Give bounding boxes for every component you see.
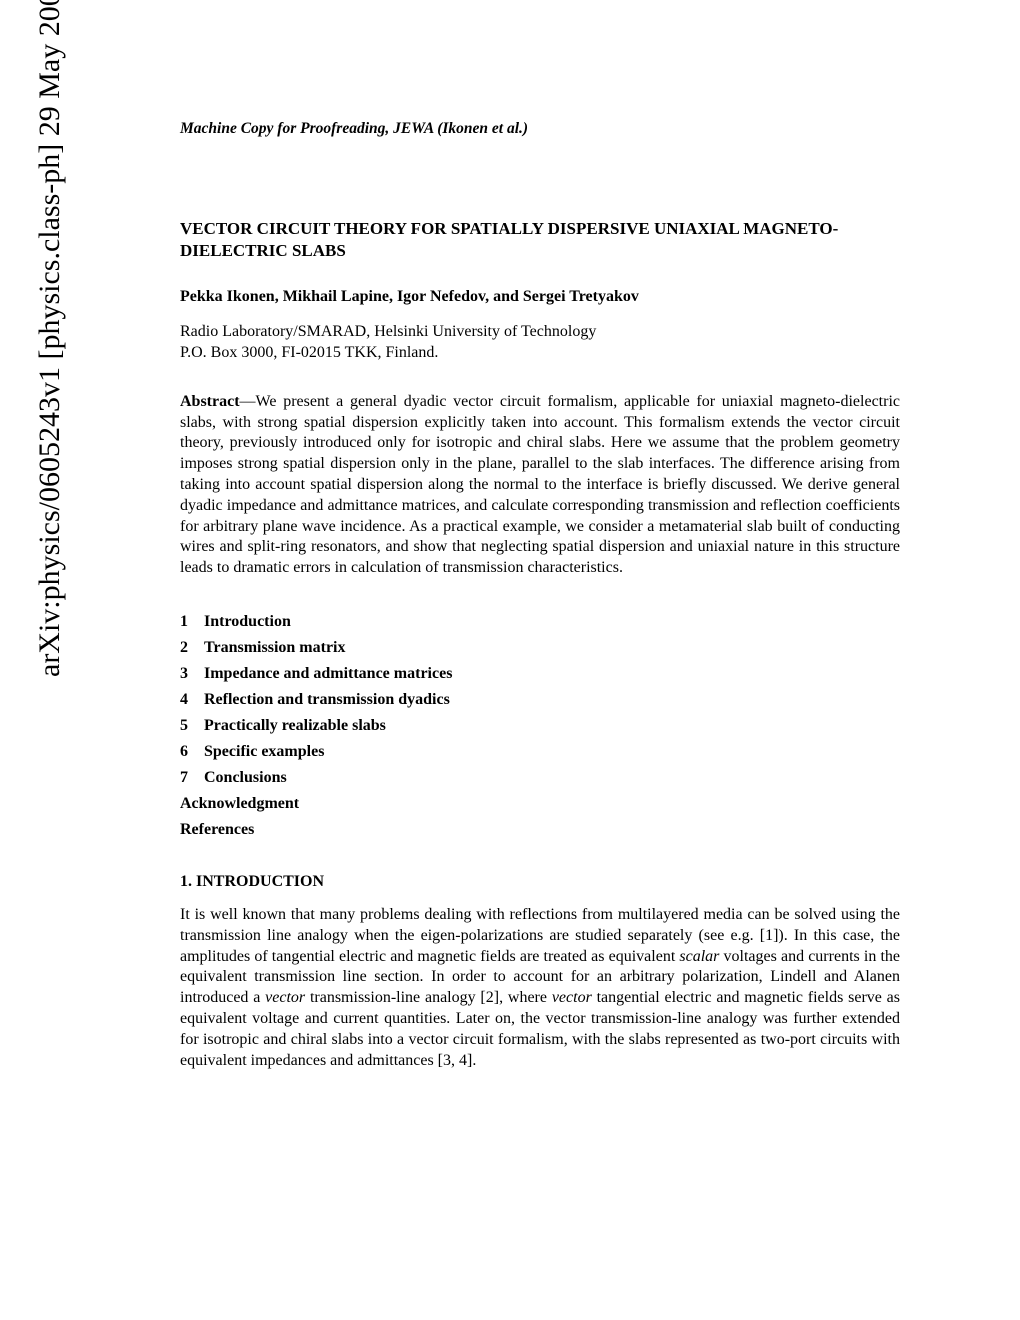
page-content: Machine Copy for Proofreading, JEWA (Iko… — [180, 120, 900, 1071]
toc-title: Conclusions — [204, 769, 287, 786]
italic-term: vector — [552, 989, 592, 1006]
italic-term: scalar — [679, 948, 719, 965]
toc-num: 7 — [180, 769, 204, 787]
affiliation-line2: P.O. Box 3000, FI-02015 TKK, Finland. — [180, 344, 438, 361]
abstract: Abstract—We present a general dyadic vec… — [180, 392, 900, 579]
text-run: transmission-line analogy [2], where — [305, 989, 552, 1006]
toc-item: 4Reflection and transmission dyadics — [180, 691, 900, 709]
toc-title: Transmission matrix — [204, 639, 345, 656]
toc-item: 2Transmission matrix — [180, 639, 900, 657]
affiliation-line1: Radio Laboratory/SMARAD, Helsinki Univer… — [180, 323, 596, 340]
toc-title: Practically realizable slabs — [204, 717, 386, 734]
toc-num: 3 — [180, 665, 204, 683]
toc-item: 5Practically realizable slabs — [180, 717, 900, 735]
toc-num: 4 — [180, 691, 204, 709]
abstract-label: Abstract — [180, 393, 240, 410]
toc-num: 6 — [180, 743, 204, 761]
toc-item: 6Specific examples — [180, 743, 900, 761]
toc-extra: References — [180, 821, 900, 839]
proofreading-header: Machine Copy for Proofreading, JEWA (Iko… — [180, 120, 900, 138]
table-of-contents: 1Introduction 2Transmission matrix 3Impe… — [180, 613, 900, 839]
toc-title: Reflection and transmission dyadics — [204, 691, 450, 708]
affiliation: Radio Laboratory/SMARAD, Helsinki Univer… — [180, 322, 900, 364]
toc-num: 1 — [180, 613, 204, 631]
toc-item: 3Impedance and admittance matrices — [180, 665, 900, 683]
introduction-paragraph: It is well known that many problems deal… — [180, 905, 900, 1071]
toc-item: 1Introduction — [180, 613, 900, 631]
arxiv-identifier: arXiv:physics/0605243v1 [physics.class-p… — [33, 0, 67, 677]
authors: Pekka Ikonen, Mikhail Lapine, Igor Nefed… — [180, 288, 900, 306]
toc-title: Impedance and admittance matrices — [204, 665, 452, 682]
toc-extra: Acknowledgment — [180, 795, 900, 813]
toc-title: Introduction — [204, 613, 291, 630]
toc-title: Specific examples — [204, 743, 324, 760]
toc-num: 2 — [180, 639, 204, 657]
italic-term: vector — [265, 989, 305, 1006]
toc-item: 7Conclusions — [180, 769, 900, 787]
toc-num: 5 — [180, 717, 204, 735]
section-heading: 1. INTRODUCTION — [180, 873, 900, 891]
paper-title: VECTOR CIRCUIT THEORY FOR SPATIALLY DISP… — [180, 218, 900, 262]
abstract-text: —We present a general dyadic vector circ… — [180, 393, 900, 576]
